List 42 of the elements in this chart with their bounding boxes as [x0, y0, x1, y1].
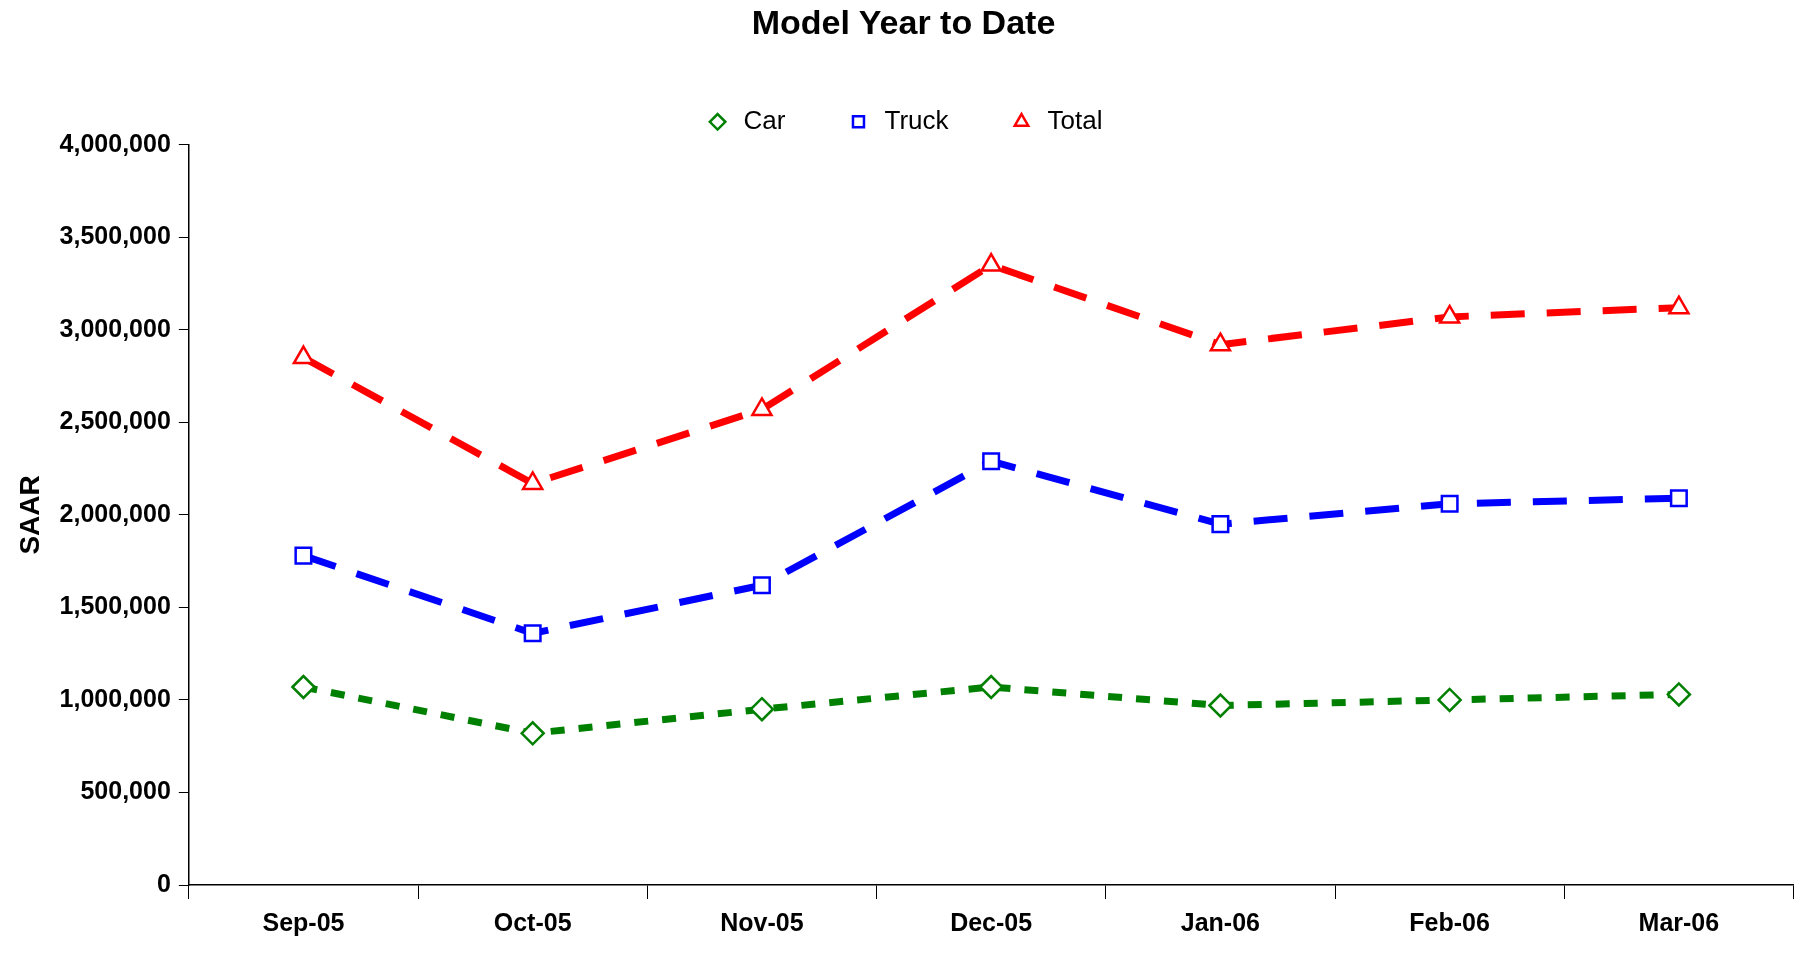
y-tick-label: 4,000,000 [59, 128, 171, 157]
point [1669, 489, 1688, 508]
point [1668, 295, 1690, 315]
point [751, 397, 773, 417]
legend-label: Car [743, 104, 786, 135]
x-tick-label: Mar-06 [1638, 907, 1720, 936]
x-tick-label: Dec-05 [950, 907, 1033, 936]
point [291, 674, 316, 700]
point [978, 674, 1004, 700]
y-tick-label: 0 [156, 868, 171, 897]
point [1666, 682, 1692, 707]
y-tick-label: 3,000,000 [59, 313, 171, 342]
y-tick-label: 2,500,000 [59, 406, 171, 435]
point [294, 546, 313, 565]
point [980, 252, 1002, 272]
y-tick-label: 1,500,000 [59, 591, 171, 620]
x-tick-label: Feb-06 [1409, 907, 1490, 936]
point [1437, 687, 1462, 713]
y-tick-label: 1,000,000 [59, 683, 171, 712]
point [752, 576, 771, 595]
point [982, 452, 1001, 471]
y-tick-label: 3,500,000 [59, 221, 171, 250]
x-tick-label: Sep-05 [262, 907, 345, 936]
point [520, 721, 545, 746]
point [749, 696, 775, 722]
y-tick-label: 2,000,000 [59, 498, 171, 527]
x-tick-label: Jan-06 [1180, 907, 1261, 936]
y-axis-title: SAAR [13, 475, 45, 555]
point [1440, 494, 1459, 513]
point [1208, 693, 1233, 718]
legend-label: Total [1047, 104, 1103, 135]
chart-title: Model Year to Date [751, 2, 1056, 41]
point [521, 471, 544, 491]
x-tick-label: Nov-05 [720, 907, 804, 936]
x-tick-label: Oct-05 [493, 907, 572, 936]
point [1438, 304, 1461, 324]
point [523, 624, 542, 643]
legend-label: Truck [884, 104, 950, 135]
y-tick-label: 500,000 [80, 776, 171, 805]
point [1211, 515, 1230, 534]
point [1209, 332, 1232, 352]
point [292, 345, 315, 365]
